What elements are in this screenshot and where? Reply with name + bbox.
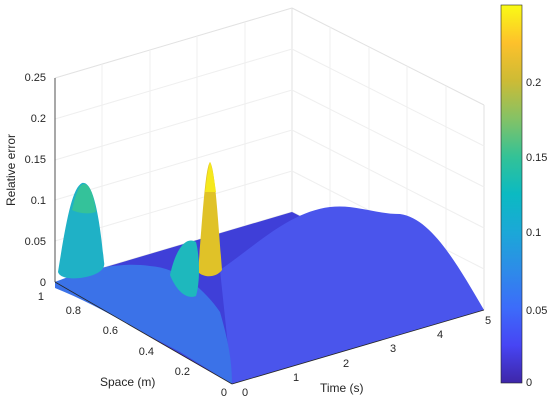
z-tick-label: 0.2 [31,113,46,125]
z-tick-label: 0.05 [25,236,46,248]
z-axis-label: Relative error [4,134,18,206]
time-tick-label: 5 [485,315,491,327]
grid-line [54,7,293,79]
space-tick-label: 0.6 [103,325,118,337]
z-tick-label: 0 [40,277,46,289]
space-tick-label: 1 [38,291,44,303]
surface-left-peak-top [72,184,96,214]
grid-line [291,129,485,229]
space-tick-label: 0 [221,387,227,399]
time-tick-label: 1 [293,372,299,384]
colorbar-tick-label: 0.2 [526,77,541,89]
surface-hump [220,206,484,384]
time-axis-line [231,309,485,385]
axis-lines [54,78,485,385]
space-axis-label: Space (m) [100,375,155,389]
colorbar-tick-label: 0.05 [526,305,547,317]
grid-line [54,89,293,161]
time-tick-label: 4 [437,329,443,341]
z-tick-label: 0.25 [25,72,46,84]
grid-line [54,48,293,120]
space-tick-label: 0.8 [66,305,81,317]
surface-center-peak-foot [170,240,199,297]
space-tick-label: 0.2 [175,366,190,378]
space-tick-labels: 0 0.2 0.4 0.6 0.8 1 [38,291,227,399]
colorbar-tick-label: 0.15 [526,152,547,164]
time-axis-label: Time (s) [320,381,364,395]
space-axis-line [54,281,233,385]
grid-line [291,89,485,188]
colorbar-tick-label: 0 [526,377,532,389]
grid-line [291,48,485,147]
z-tick-label: 0.15 [25,154,46,166]
surface-center-peak-tip [205,162,216,192]
z-tick-labels: 0 0.05 0.1 0.15 0.2 0.25 [25,72,46,289]
surface-center-peak [198,162,222,277]
time-tick-label: 0 [242,387,248,399]
error-surface [55,162,484,384]
grid-line [291,7,485,106]
space-tick-label: 0.4 [139,346,154,358]
time-tick-label: 2 [343,358,349,370]
colorbar-tick-label: 0.1 [526,227,541,239]
colorbar-gradient [500,4,523,384]
grid-line [54,129,293,201]
time-tick-label: 3 [390,343,396,355]
z-tick-label: 0.1 [31,195,46,207]
colorbar: 0 0.05 0.1 0.15 0.2 [500,4,547,389]
time-tick-labels: 0 1 2 3 4 5 [242,315,491,399]
